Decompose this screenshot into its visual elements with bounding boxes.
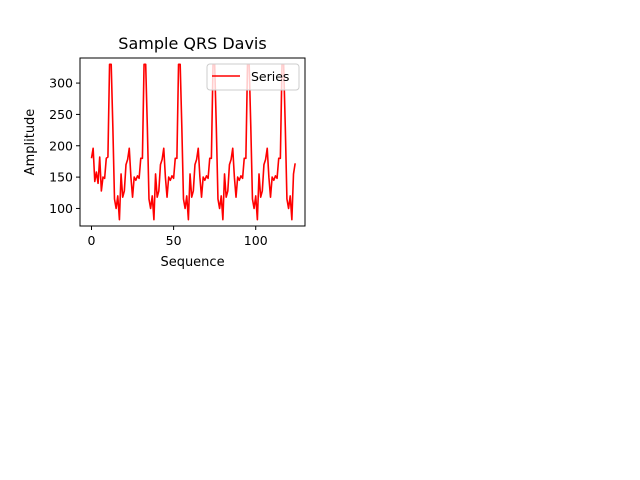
legend-label-series: Series (251, 69, 289, 84)
series-line-series (90, 63, 296, 221)
chart-title: Sample QRS Davis (118, 34, 266, 53)
y-tick-label: 250 (49, 107, 73, 122)
legend: Series (206, 63, 300, 91)
y-tick-label: 200 (49, 138, 73, 153)
legend-box (206, 63, 300, 91)
x-tick-label: 0 (88, 233, 96, 248)
axes-frame (79, 57, 306, 227)
x-tick-label: 100 (244, 233, 268, 248)
plot-area (79, 57, 306, 227)
y-tick-label: 100 (49, 201, 73, 216)
y-tick-label: 300 (49, 76, 73, 91)
x-axis-label: Sequence (160, 255, 224, 270)
y-tick-label: 150 (49, 170, 73, 185)
y-axis-label: Amplitude (23, 109, 38, 176)
y-axis-ticks: 100 150 200 250 300 (49, 76, 80, 216)
x-axis-ticks: 0 50 100 (88, 226, 268, 248)
x-tick-label: 50 (166, 233, 182, 248)
